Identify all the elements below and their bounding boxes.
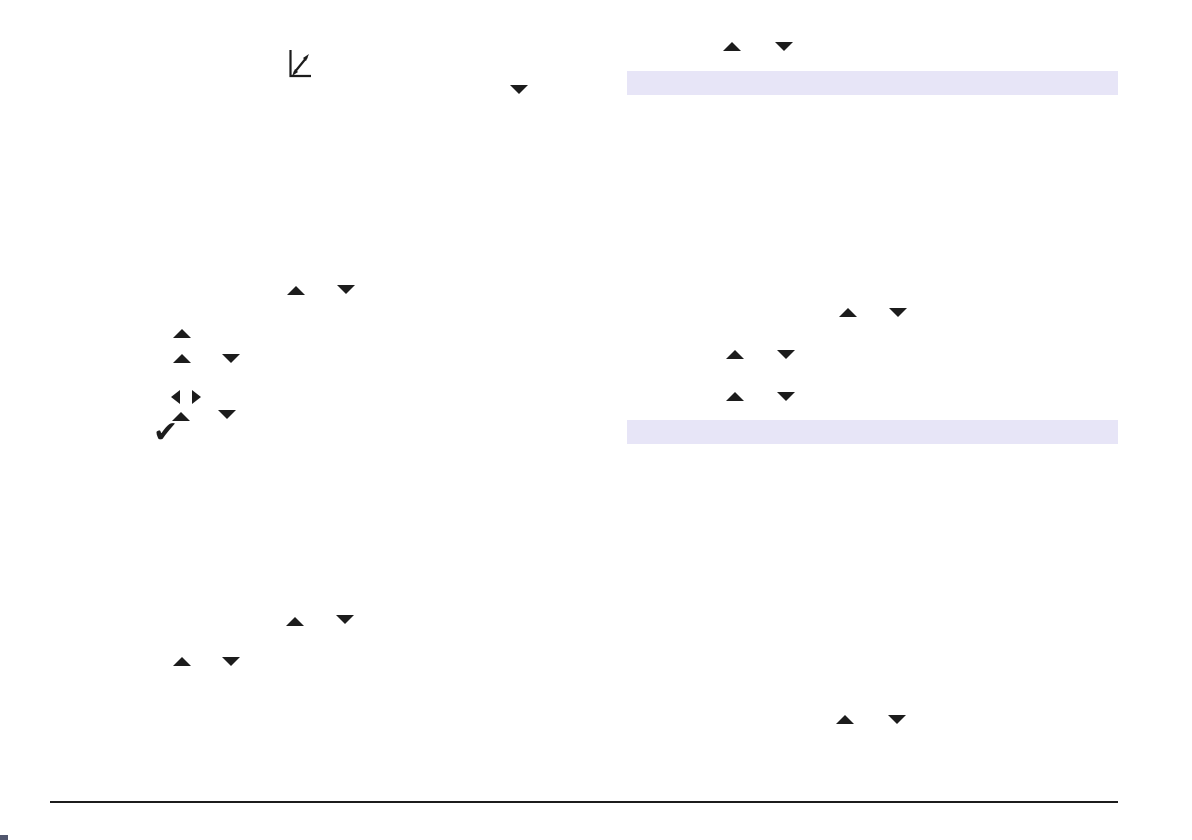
footer-rule xyxy=(50,801,1118,803)
arrow-up-key-icon xyxy=(839,308,857,317)
arrow-down-key-icon xyxy=(889,308,907,317)
arrow-left-key-icon xyxy=(171,390,180,404)
arrow-down-key-icon xyxy=(337,285,355,294)
arrow-up-key-icon xyxy=(723,42,741,51)
arrow-up-key-icon xyxy=(172,412,190,421)
arrow-up-key-icon xyxy=(286,617,304,626)
arrow-down-key-icon xyxy=(336,615,354,624)
arrow-down-key-icon xyxy=(222,354,240,363)
arrow-down-key-icon xyxy=(777,392,795,401)
highlight-bar xyxy=(627,71,1118,95)
arrow-up-key-icon xyxy=(287,286,305,295)
calibration-curve-icon xyxy=(287,48,314,83)
highlight-bar xyxy=(627,420,1118,444)
arrow-up-key-icon xyxy=(173,657,191,666)
arrow-up-key-icon xyxy=(726,350,744,359)
arrow-up-key-icon xyxy=(726,392,744,401)
arrow-up-key-icon xyxy=(173,329,191,338)
arrow-right-key-icon xyxy=(192,390,201,404)
arrow-down-key-icon xyxy=(775,42,793,51)
confirm-check-icon: ✔ xyxy=(153,415,179,450)
arrow-down-key-icon xyxy=(888,715,906,724)
arrow-down-key-icon xyxy=(218,410,236,419)
arrow-down-key-icon xyxy=(222,657,240,666)
arrow-up-key-icon xyxy=(173,354,191,363)
page-corner-mark xyxy=(0,835,8,840)
arrow-up-key-icon xyxy=(836,715,854,724)
dropdown-arrow-icon xyxy=(510,85,528,94)
arrow-down-key-icon xyxy=(777,350,795,359)
